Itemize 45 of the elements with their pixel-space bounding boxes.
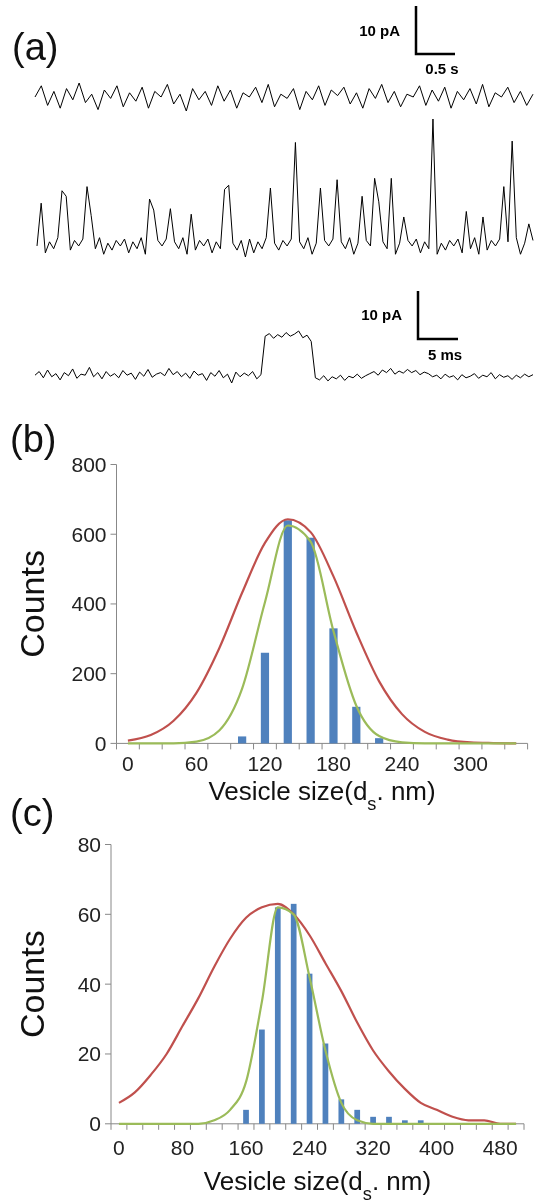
x-tick-label: 160 bbox=[228, 1136, 264, 1159]
x-tick-label: 0 bbox=[113, 1136, 125, 1159]
y-tick-label: 60 bbox=[77, 902, 101, 926]
x-tick-label: 480 bbox=[482, 1136, 518, 1159]
chart-title: (a) bbox=[12, 26, 59, 68]
x-axis-title: Vesicle size(d$_{s}$. nm) bbox=[208, 776, 436, 814]
y-tick-label: 0 bbox=[89, 1112, 101, 1136]
bar bbox=[329, 628, 338, 744]
x-tick-label: 80 bbox=[170, 1136, 195, 1159]
annotation: 5 ms bbox=[427, 346, 463, 363]
x-tick-label: 60 bbox=[184, 752, 209, 775]
chart-title: (b) bbox=[10, 418, 57, 460]
y-tick-label: 200 bbox=[71, 662, 107, 686]
bar bbox=[375, 738, 384, 744]
bar bbox=[243, 1109, 249, 1124]
y-tick-label: 600 bbox=[71, 522, 107, 546]
bar bbox=[352, 706, 361, 744]
x-tick-label: 0 bbox=[122, 752, 134, 775]
bar bbox=[274, 907, 281, 1124]
bar bbox=[259, 1029, 265, 1124]
bar bbox=[283, 520, 292, 744]
y-axis-title: Counts bbox=[13, 550, 51, 658]
text: 10 pA bbox=[361, 306, 403, 323]
x-axis-title: Vesicle size(d$_{s}$. nm) bbox=[203, 1166, 432, 1204]
y-tick-label: 0 bbox=[94, 731, 107, 755]
x-tick-label: 320 bbox=[355, 1136, 391, 1159]
x-tick-label: 240 bbox=[292, 1136, 328, 1159]
text: 0.5 s bbox=[425, 60, 459, 77]
x-tick-label: 400 bbox=[419, 1136, 455, 1159]
bar bbox=[260, 652, 270, 744]
bar bbox=[290, 903, 297, 1124]
bar bbox=[238, 736, 247, 744]
x-tick-label: 300 bbox=[452, 752, 489, 775]
chart-title: (c) bbox=[10, 792, 55, 834]
y-tick-label: 400 bbox=[71, 592, 107, 616]
y-tick-label: 40 bbox=[77, 972, 101, 996]
y-tick-label: 800 bbox=[71, 452, 107, 476]
y-tick-label: 80 bbox=[77, 832, 101, 856]
text: 10 pA bbox=[359, 22, 401, 39]
x-tick-label: 120 bbox=[247, 752, 283, 775]
y-axis-title: Counts bbox=[13, 930, 51, 1039]
x-tick-label: 240 bbox=[384, 752, 420, 775]
x-tick-label: 180 bbox=[315, 752, 351, 775]
y-tick-label: 20 bbox=[77, 1042, 101, 1066]
bar bbox=[306, 537, 315, 744]
